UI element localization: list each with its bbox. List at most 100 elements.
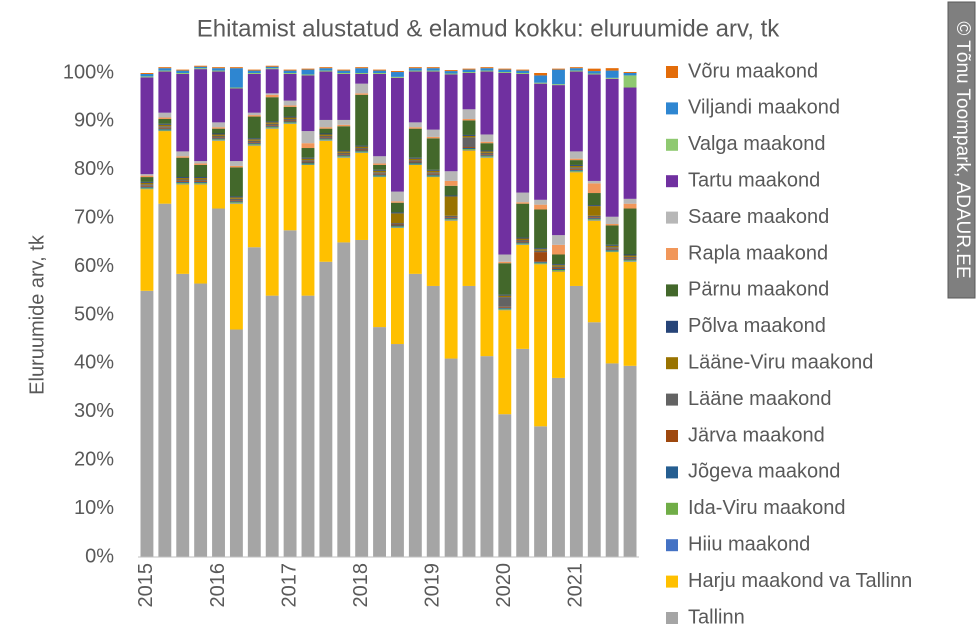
- bar-segment: [623, 256, 637, 259]
- bar-segment: [569, 70, 583, 72]
- bar-segment: [516, 237, 530, 239]
- bar-segment: [623, 87, 637, 199]
- bar-segment: [373, 163, 386, 165]
- bar-segment: [516, 192, 530, 203]
- bar-segment: [355, 152, 369, 240]
- bar-segment: [283, 69, 297, 71]
- bar-segment: [623, 365, 637, 557]
- bar-segment: [301, 295, 315, 557]
- bar-segment: [408, 122, 422, 128]
- bar-segment: [373, 169, 386, 171]
- bar-segment: [158, 129, 172, 131]
- bar-segment: [194, 179, 208, 181]
- bar-segment: [301, 161, 315, 163]
- y-tick-label: 30%: [74, 400, 114, 422]
- bar-segment: [605, 245, 619, 248]
- bar-segment: [247, 144, 261, 146]
- bar-segment: [140, 174, 154, 176]
- legend-swatch: [666, 357, 678, 370]
- bar-segment: [462, 285, 476, 557]
- bar-segment: [373, 173, 386, 175]
- bar-segment: [176, 178, 190, 180]
- bar-segment: [176, 157, 190, 178]
- bar-segment: [408, 164, 422, 274]
- legend-swatch: [666, 175, 678, 188]
- bar-segment: [319, 137, 333, 139]
- bar-segment: [480, 157, 494, 357]
- bar-segment: [462, 150, 476, 286]
- bar-segment: [301, 74, 315, 76]
- bar-segment: [426, 129, 440, 137]
- bar-segment: [176, 181, 190, 183]
- bar-segment: [408, 68, 422, 71]
- bar-segment: [265, 125, 279, 127]
- bar-segment: [391, 212, 404, 214]
- bar-segment: [247, 73, 261, 74]
- bar-segment: [552, 268, 565, 270]
- y-tick-label: 0%: [85, 545, 114, 567]
- legend-swatch: [666, 502, 678, 515]
- bar-segment: [194, 182, 208, 184]
- bar-segment: [265, 128, 279, 296]
- bar-segment: [552, 377, 565, 557]
- bar-segment: [498, 261, 512, 264]
- bar-segment: [247, 143, 261, 145]
- bar-segment: [569, 285, 583, 557]
- bar-segment: [247, 139, 261, 141]
- bar-segment: [391, 344, 404, 557]
- bar-segment: [605, 249, 619, 251]
- bar-segment: [444, 220, 458, 359]
- bar-segment: [194, 69, 208, 162]
- bar-segment: [319, 128, 333, 134]
- bar-segment: [516, 242, 530, 244]
- legend-label: Ida-Viru maakond: [688, 497, 846, 519]
- bar-segment: [534, 73, 548, 76]
- bar-segment: [569, 67, 583, 69]
- bar-segment: [140, 186, 154, 188]
- bar-segment: [301, 75, 315, 132]
- y-tick-label: 20%: [74, 448, 114, 470]
- bar-segment: [176, 184, 190, 274]
- bar-segment: [569, 165, 583, 168]
- bar-segment: [212, 127, 225, 129]
- bar-segment: [587, 215, 601, 218]
- bar-segment: [212, 71, 225, 123]
- bar-segment: [498, 295, 512, 298]
- bar-segment: [373, 73, 386, 74]
- bar-segment: [301, 69, 315, 75]
- bar-segment: [229, 167, 243, 197]
- bar-segment: [319, 119, 333, 128]
- bar-segment: [480, 151, 494, 153]
- bar-segment: [229, 87, 243, 89]
- bar-segment: [480, 70, 494, 72]
- y-tick-label: 100%: [63, 61, 114, 83]
- bar-segment: [301, 143, 315, 149]
- bar-segment: [462, 69, 476, 73]
- bar-segment: [319, 133, 333, 135]
- bar-segment: [212, 128, 225, 134]
- bar-segment: [176, 69, 190, 71]
- legend-swatch: [666, 102, 678, 115]
- legend-swatch: [666, 393, 678, 406]
- bar-segment: [140, 73, 154, 74]
- bar-segment: [623, 261, 637, 366]
- bar-segment: [176, 273, 190, 557]
- bar-segment: [444, 196, 458, 216]
- bar-segment: [498, 72, 512, 73]
- y-tick-label: 40%: [74, 352, 114, 374]
- bar-segment: [426, 285, 440, 557]
- bar-segment: [301, 164, 315, 296]
- bar-segment: [462, 147, 476, 149]
- bar-segment: [623, 208, 637, 255]
- bar-segment: [265, 97, 279, 122]
- bar-segment: [212, 134, 225, 136]
- bar-segment: [569, 158, 583, 161]
- legend-swatch: [666, 248, 678, 260]
- bar-segment: [373, 164, 386, 170]
- bar-segment: [337, 73, 351, 120]
- bar-segment: [140, 175, 154, 178]
- bar-segment: [355, 151, 369, 153]
- bar-segment: [140, 182, 154, 185]
- bar-segment: [194, 164, 208, 178]
